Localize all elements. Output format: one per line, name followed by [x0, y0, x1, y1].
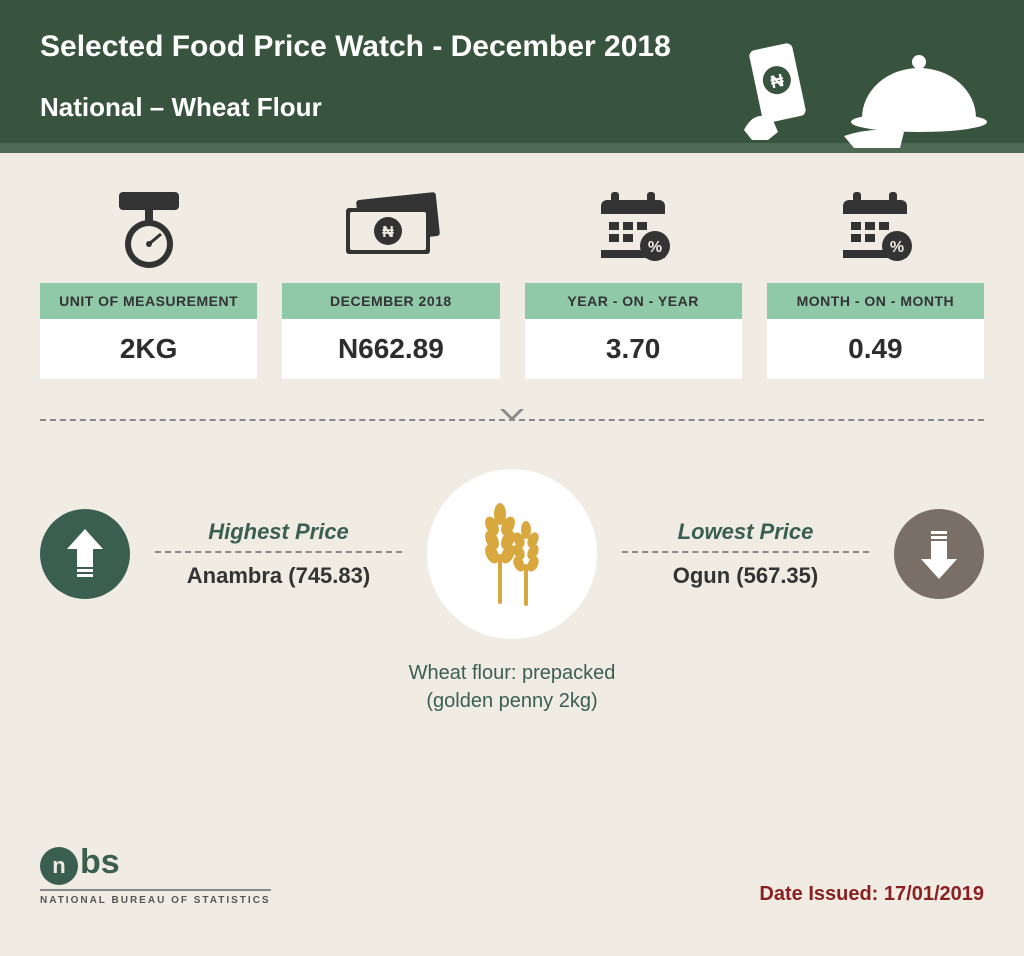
stat-card-mom: % MONTH - ON - MONTH 0.49: [767, 183, 984, 379]
header-icons: ₦: [734, 40, 994, 150]
product-line1: Wheat flour: prepacked: [0, 659, 1024, 687]
stat-label: YEAR - ON - YEAR: [525, 283, 742, 319]
money-icon: ₦: [336, 183, 446, 273]
stat-value: 2KG: [40, 319, 257, 379]
nbs-logo: nbs NATIONAL BUREAU OF STATISTICS: [40, 845, 271, 906]
nbs-logo-n: n: [40, 847, 78, 885]
stat-label: DECEMBER 2018: [282, 283, 499, 319]
calendar-percent-icon: %: [835, 183, 915, 273]
price-comparison-row: Highest Price Anambra (745.83): [0, 439, 1024, 669]
cloche-icon: [844, 40, 994, 150]
arrow-down-icon: [894, 509, 984, 599]
header: Selected Food Price Watch - December 201…: [0, 0, 1024, 153]
highest-value: Anambra (745.83): [155, 563, 402, 589]
stats-row: UNIT OF MEASUREMENT 2KG ₦ DECEMBER 2018 …: [0, 153, 1024, 399]
payment-icon: ₦: [734, 40, 824, 150]
scale-icon: [109, 183, 189, 273]
highest-price-block: Highest Price Anambra (745.83): [130, 519, 427, 589]
stat-card-unit: UNIT OF MEASUREMENT 2KG: [40, 183, 257, 379]
wheat-icon: [462, 494, 562, 614]
product-circle: [427, 469, 597, 639]
product-caption: Wheat flour: prepacked (golden penny 2kg…: [0, 659, 1024, 755]
infographic-container: Selected Food Price Watch - December 201…: [0, 0, 1024, 956]
stat-value: N662.89: [282, 319, 499, 379]
stat-card-price: ₦ DECEMBER 2018 N662.89: [282, 183, 499, 379]
svg-text:%: %: [890, 239, 904, 256]
lowest-title: Lowest Price: [622, 519, 869, 545]
highest-title: Highest Price: [155, 519, 402, 545]
stat-label: MONTH - ON - MONTH: [767, 283, 984, 319]
stat-value: 0.49: [767, 319, 984, 379]
svg-text:%: %: [648, 239, 662, 256]
arrow-up-icon: [40, 509, 130, 599]
stat-label: UNIT OF MEASUREMENT: [40, 283, 257, 319]
footer: nbs NATIONAL BUREAU OF STATISTICS Date I…: [0, 825, 1024, 956]
stat-card-yoy: % YEAR - ON - YEAR 3.70: [525, 183, 742, 379]
svg-text:₦: ₦: [382, 224, 394, 241]
lowest-value: Ogun (567.35): [622, 563, 869, 589]
product-line2: (golden penny 2kg): [0, 687, 1024, 715]
lowest-price-block: Lowest Price Ogun (567.35): [597, 519, 894, 589]
stat-value: 3.70: [525, 319, 742, 379]
calendar-percent-icon: %: [593, 183, 673, 273]
section-divider: [0, 399, 1024, 439]
nbs-logo-text: bs: [80, 845, 120, 879]
nbs-org-name: NATIONAL BUREAU OF STATISTICS: [40, 889, 271, 906]
date-issued: Date Issued: 17/01/2019: [759, 883, 984, 906]
